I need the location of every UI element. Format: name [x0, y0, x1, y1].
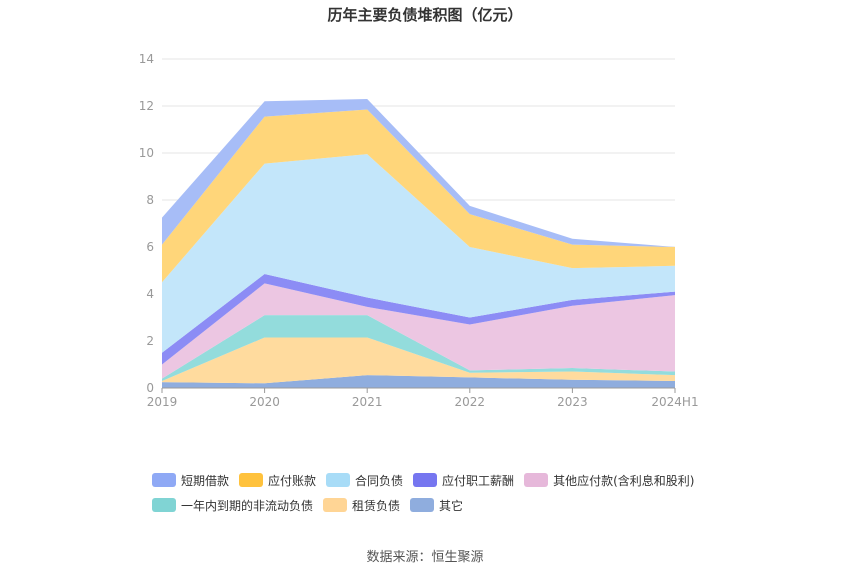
legend-label: 其它: [439, 498, 464, 513]
legend-swatch: [323, 498, 348, 512]
stacked-area-chart: 0 2 4 6 8 10 12 14 2019 2020 2021 2022 2023 2024H1: [139, 52, 699, 409]
legend-item[interactable]: 一年内到期的非流动负债: [152, 497, 313, 513]
legend-label: 合同负债: [355, 473, 404, 488]
y-tick-label: 0: [146, 381, 154, 395]
legend-label: 短期借款: [181, 473, 230, 488]
legend-swatch: [152, 498, 176, 512]
legend-item[interactable]: 租赁负债: [323, 497, 400, 513]
x-tick-label: 2021: [352, 395, 383, 409]
legend-item[interactable]: 应付职工薪酬: [413, 472, 514, 488]
legend-label: 其他应付款(含利息和股利): [553, 473, 695, 488]
legend-item[interactable]: 合同负债: [326, 472, 403, 488]
y-tick-label: 14: [139, 52, 154, 66]
x-tick-label: 2022: [455, 395, 486, 409]
y-tick-label: 4: [146, 287, 154, 301]
legend-item[interactable]: 其他应付款(含利息和股利): [524, 472, 694, 488]
area-series-1: [162, 337, 675, 384]
legend-swatch: [413, 473, 438, 487]
area-series-0: [162, 375, 675, 388]
legend-item[interactable]: 应付账款: [239, 472, 316, 488]
area-series-6: [162, 109, 675, 283]
x-tick-label: 2020: [249, 395, 280, 409]
area-series: [162, 98, 675, 388]
area-series-3: [162, 283, 675, 379]
legend-label: 一年内到期的非流动负债: [181, 498, 314, 513]
legend-swatch: [152, 473, 176, 487]
legend-label: 应付职工薪酬: [442, 473, 515, 488]
y-tick-label: 6: [146, 240, 154, 254]
chart-title: 历年主要负债堆积图（亿元）: [327, 6, 523, 24]
area-series-5: [162, 154, 675, 353]
legend-swatch: [239, 473, 264, 487]
area-series-2: [162, 315, 675, 381]
data-source: 数据来源：恒生聚源: [366, 550, 484, 565]
x-tick-label: 2023: [557, 395, 588, 409]
axes: 0 2 4 6 8 10 12 14 2019 2020 2021 2022 2023 2024H1: [139, 52, 699, 409]
x-tick-label: 2024H1: [651, 395, 698, 409]
legend: 短期借款 应付账款 合同负债 应付职工薪酬 其他应付款(含利息和股利) 一年内到期的非流动…: [152, 472, 752, 522]
y-tick-label: 8: [146, 193, 154, 207]
y-tick-label: 2: [146, 334, 154, 348]
x-tick-label: 2019: [147, 395, 178, 409]
y-tick-label: 12: [139, 99, 154, 113]
legend-label: 租赁负债: [352, 498, 401, 513]
legend-item[interactable]: 短期借款: [152, 472, 229, 488]
legend-label: 应付账款: [268, 473, 317, 488]
legend-swatch: [410, 498, 435, 512]
legend-swatch: [524, 473, 549, 487]
y-tick-label: 10: [139, 146, 154, 160]
legend-item[interactable]: 其它: [410, 497, 463, 513]
legend-swatch: [326, 473, 351, 487]
